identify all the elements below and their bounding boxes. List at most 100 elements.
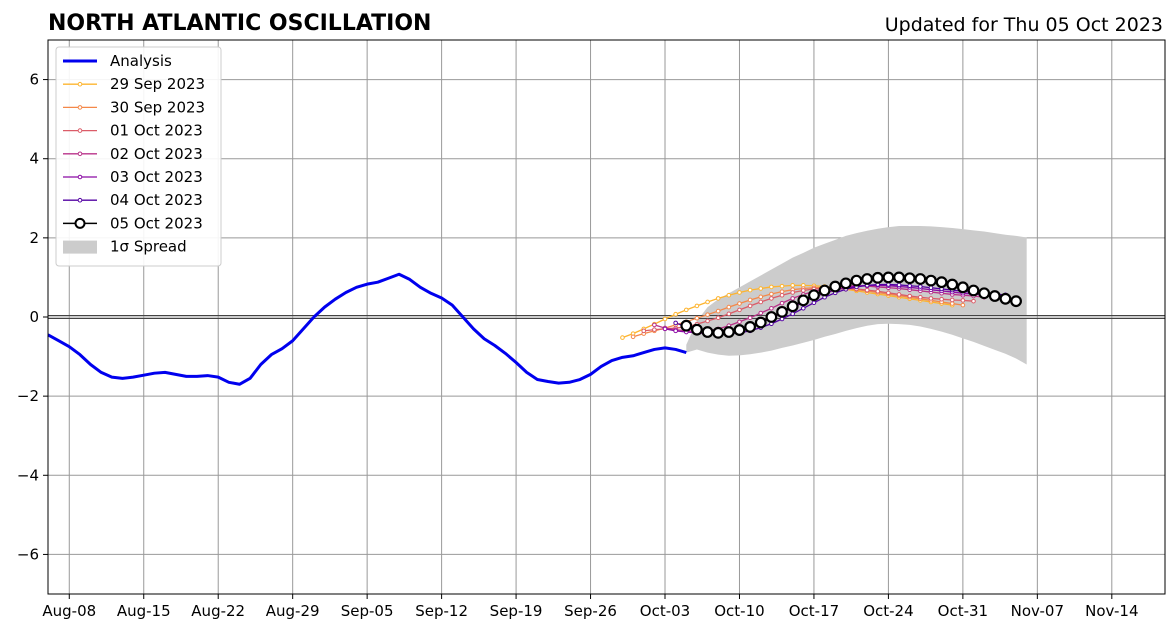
forecast-marker [871,271,884,284]
series-lines [47,271,1022,386]
forecast-marker [988,290,1001,302]
forecast-marker [978,287,991,300]
forecast-marker [896,282,902,288]
forecast-marker [747,287,753,293]
forecast-marker [928,296,934,301]
x-tick-label: Sep-12 [415,602,468,620]
forecast-marker [999,292,1012,305]
forecast-marker [956,281,969,294]
y-tick-label: −6 [17,545,39,563]
forecast-marker [949,301,955,306]
forecast-marker [715,296,721,301]
forecast-marker [705,299,710,305]
forecast-marker [907,283,912,289]
x-tick-label: Oct-17 [789,602,839,620]
forecast-marker [893,271,905,284]
x-tick-label: Nov-14 [1085,602,1138,620]
legend-marker-f1005 [74,217,86,229]
forecast-marker [641,328,647,334]
forecast-marker [790,311,795,317]
legend-label-spread: 1σ Spread [110,238,187,256]
forecast-marker [705,318,710,324]
x-tick-label: Sep-19 [490,602,543,620]
x-tick-label: Oct-24 [863,602,913,620]
forecast-marker [971,298,976,304]
forecast-marker [776,305,788,318]
forecast-marker [747,315,753,321]
legend-label-analysis: Analysis [110,52,172,70]
forecast-marker [886,290,891,296]
zero-line [48,315,1165,319]
forecast-marker [673,328,678,334]
legend: Analysis 29 Sep 2023 30 Sep 2023 01 Oct 202… [55,46,222,267]
forecast-marker [758,310,764,316]
forecast-marker [769,305,774,311]
forecast-marker [786,300,799,313]
forecast-marker [662,316,668,322]
forecast-marker [705,312,710,317]
x-tick-label: Oct-10 [714,602,764,620]
x-tick-label: Sep-05 [341,602,394,620]
forecast-marker [896,292,902,297]
forecast-marker [737,307,742,313]
forecast-marker [907,293,912,299]
legend-marker-f1004 [77,197,83,203]
forecast-marker [715,315,721,321]
y-tick-label: 0 [29,308,39,326]
forecast-marker [680,319,693,332]
legend-label-f1002: 02 Oct 2023 [110,145,203,163]
forecast-marker [779,289,785,294]
forecast-marker [769,284,774,290]
forecast-marker [769,296,774,301]
forecast-marker [779,292,785,298]
x-axis: Aug-08 Aug-15 Aug-22 Aug-29 Sep-05 Sep-12 Sep-… [42,594,1138,620]
forecast-marker [765,311,778,323]
forecast-marker [683,307,689,313]
chart-title: NORTH ATLANTIC OSCILLATION [48,11,431,36]
x-tick-label: Oct-03 [640,602,690,620]
forecast-marker [790,290,795,295]
forecast-marker [630,334,636,340]
legend-swatch-spread [63,240,97,254]
forecast-marker [726,304,732,310]
y-tick-label: −4 [17,466,39,484]
x-tick-label: Oct-31 [938,602,988,620]
forecast-marker [701,326,714,338]
forecast-marker [747,297,753,303]
forecast-marker [712,326,725,339]
y-tick-label: 2 [29,229,39,247]
forecast-marker [935,276,948,289]
y-tick-label: −2 [17,387,39,405]
forecast-marker [967,284,980,297]
forecast-marker [960,302,966,308]
forecast-marker [694,303,700,309]
forecast-marker [1010,295,1022,308]
legend-label-f1003: 03 Oct 2023 [110,168,203,186]
legend-marker-f1003 [77,174,83,180]
forecast-marker [864,287,870,293]
forecast-marker [797,294,810,307]
forecast-marker [769,291,774,297]
forecast-marker [861,273,874,285]
forecast-marker [691,323,703,336]
forecast-marker [747,303,753,309]
forecast-marker [779,283,785,289]
forecast-marker [790,296,795,301]
forecast-marker [829,280,842,293]
legend-marker-f0929 [77,81,83,87]
legend-box [55,46,222,267]
forecast-marker [726,311,732,317]
spread-area [686,225,1027,365]
forecast-marker [737,301,742,306]
y-tick-label: 6 [29,71,39,89]
forecast-marker [801,305,806,311]
forecast-marker [918,294,923,300]
x-tick-label: Aug-29 [266,602,320,620]
forecast-marker [918,284,923,289]
y-axis: −6 −4 −2 0 2 4 6 [17,71,48,563]
y-tick-label: 4 [29,150,39,168]
forecast-marker [726,292,732,298]
legend-label-f0929: 29 Sep 2023 [110,75,205,93]
legend-label-f0930: 30 Sep 2023 [110,98,205,116]
